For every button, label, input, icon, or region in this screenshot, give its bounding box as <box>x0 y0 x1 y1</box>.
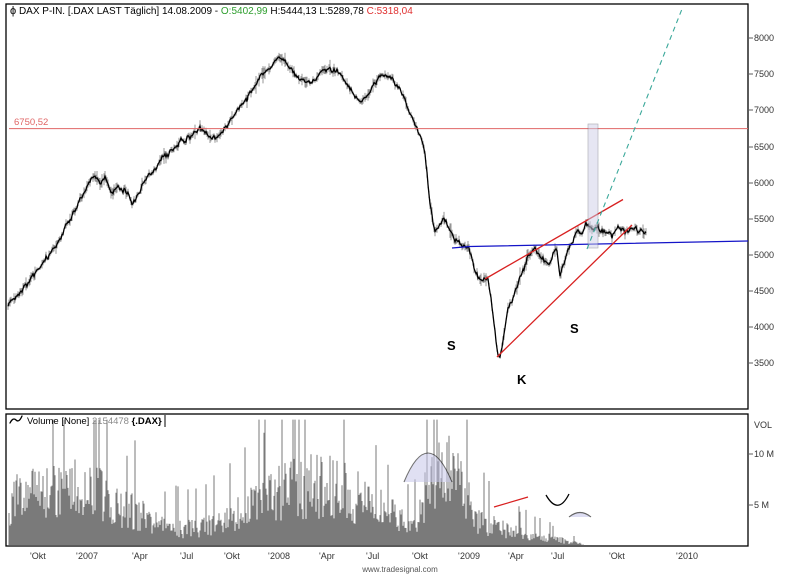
svg-text:2007: 2007 <box>78 551 98 561</box>
svg-text:3500: 3500 <box>754 358 774 368</box>
svg-text:': ' <box>676 551 678 561</box>
svg-text:': ' <box>268 551 270 561</box>
svg-text:8000: 8000 <box>754 33 774 43</box>
svg-text:2008: 2008 <box>270 551 290 561</box>
svg-text:2010: 2010 <box>678 551 698 561</box>
svg-text:6750,52: 6750,52 <box>14 117 48 128</box>
svg-text:': ' <box>76 551 78 561</box>
svg-text:5 M: 5 M <box>754 500 769 510</box>
svg-text:'Okt: 'Okt <box>30 551 46 561</box>
svg-text:7500: 7500 <box>754 69 774 79</box>
svg-text:'Apr: 'Apr <box>508 551 524 561</box>
svg-text:'Apr: 'Apr <box>132 551 148 561</box>
svg-text:'Okt: 'Okt <box>609 551 625 561</box>
svg-text:10 M: 10 M <box>754 449 774 459</box>
svg-text:www.tradesignal.com: www.tradesignal.com <box>361 565 438 574</box>
svg-text:'Jul: 'Jul <box>180 551 193 561</box>
svg-text:6000: 6000 <box>754 178 774 188</box>
svg-text:'Apr: 'Apr <box>319 551 335 561</box>
svg-text:S: S <box>570 321 579 336</box>
svg-text:VOL: VOL <box>754 420 772 430</box>
svg-text:4000: 4000 <box>754 322 774 332</box>
svg-text:2009: 2009 <box>460 551 480 561</box>
svg-text:5000: 5000 <box>754 250 774 260</box>
svg-text:': ' <box>458 551 460 561</box>
svg-text:5500: 5500 <box>754 214 774 224</box>
svg-text:7000: 7000 <box>754 105 774 115</box>
svg-text:Volume [None] 2154478: Volume [None] 2154478 {.DAX} <box>27 416 162 427</box>
svg-text:'Okt: 'Okt <box>412 551 428 561</box>
svg-text:K: K <box>517 372 527 387</box>
svg-text:'Okt: 'Okt <box>224 551 240 561</box>
svg-text:6500: 6500 <box>754 142 774 152</box>
svg-text:'Jul: 'Jul <box>551 551 564 561</box>
svg-text:4500: 4500 <box>754 286 774 296</box>
svg-text:S: S <box>447 338 456 353</box>
svg-text:'Jul: 'Jul <box>366 551 379 561</box>
